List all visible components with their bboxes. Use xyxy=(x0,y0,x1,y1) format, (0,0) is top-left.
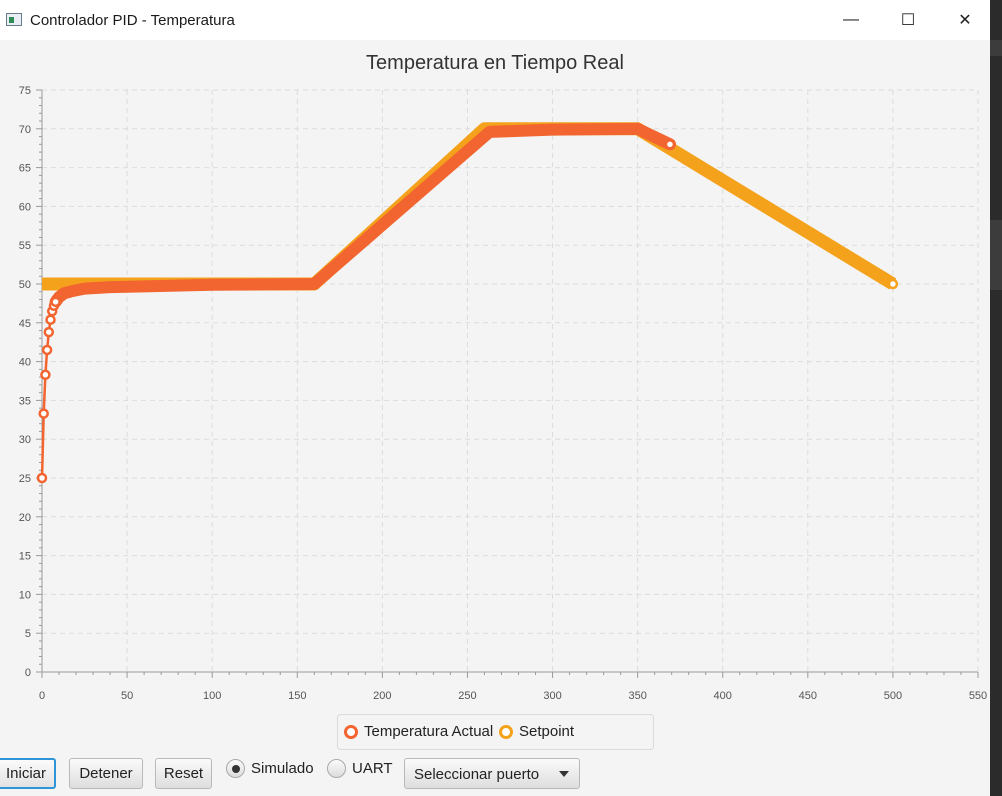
port-select[interactable]: Seleccionar puerto xyxy=(404,758,580,789)
y-tick-label: 5 xyxy=(25,628,31,640)
legend-label-temperatura-actual: Temperatura Actual xyxy=(364,723,494,740)
temperature-chart: Temperatura en Tiempo Real 0 5 10 15 20 25 30 35… xyxy=(0,40,990,756)
x-tick-label: 50 xyxy=(121,690,133,702)
title-bar: Controlador PID - Temperatura — ☐ ✕ xyxy=(0,0,990,40)
y-tick-label: 60 xyxy=(19,201,31,213)
x-tick-label: 350 xyxy=(628,690,646,702)
background-window-strip xyxy=(990,0,1002,796)
x-tick-label: 550 xyxy=(969,690,987,702)
radio-uart[interactable]: UART xyxy=(327,759,393,778)
port-select-label: Seleccionar puerto xyxy=(414,766,540,783)
y-tick-label: 10 xyxy=(19,589,31,601)
y-tick-label: 50 xyxy=(19,279,31,291)
x-tick-label: 250 xyxy=(458,690,476,702)
control-toolbar: Iniciar Detener Reset Simulado UART Sele… xyxy=(0,756,990,796)
radio-uart-indicator[interactable] xyxy=(327,759,346,778)
x-tick-label: 300 xyxy=(543,690,561,702)
temperature-point xyxy=(36,472,48,484)
y-tick-label: 0 xyxy=(25,667,31,679)
legend-item-temperatura-actual: Temperatura Actual xyxy=(344,723,493,740)
temperature-point xyxy=(45,314,56,325)
y-tick-label: 25 xyxy=(19,473,31,485)
chart-title: Temperatura en Tiempo Real xyxy=(366,52,624,74)
x-tick-label: 400 xyxy=(714,690,732,702)
radio-simulado[interactable]: Simulado xyxy=(226,759,314,778)
x-tick-label: 100 xyxy=(203,690,221,702)
y-tick-label: 15 xyxy=(19,551,31,563)
legend-label-setpoint: Setpoint xyxy=(519,723,575,740)
temperature-point xyxy=(50,296,61,308)
y-tick-label: 40 xyxy=(19,357,31,369)
y-tick-label: 30 xyxy=(19,434,31,446)
setpoint-point xyxy=(887,278,899,290)
temperature-point xyxy=(40,369,51,381)
y-tick-label: 45 xyxy=(19,318,31,330)
y-tick-label: 35 xyxy=(19,395,31,407)
temperature-point xyxy=(43,326,55,338)
x-tick-label: 0 xyxy=(39,690,45,702)
minimize-icon: — xyxy=(843,11,859,28)
minimize-button[interactable]: — xyxy=(822,0,880,40)
window-title: Controlador PID - Temperatura xyxy=(30,12,235,29)
background-strip-block xyxy=(990,220,1002,290)
temperature-point xyxy=(41,344,53,356)
y-tick-label: 65 xyxy=(19,163,31,175)
radio-simulado-indicator[interactable] xyxy=(226,759,245,778)
maximize-button[interactable]: ☐ xyxy=(879,0,937,40)
legend-item-setpoint: Setpoint xyxy=(499,723,574,740)
x-tick-label: 450 xyxy=(799,690,817,702)
reset-button[interactable]: Reset xyxy=(155,758,212,789)
legend-swatch-setpoint xyxy=(499,724,513,739)
temperature-point xyxy=(38,408,49,419)
x-tick-label: 150 xyxy=(288,690,306,702)
chart-legend: Temperatura Actual Setpoint xyxy=(337,714,654,750)
y-tick-label: 55 xyxy=(19,240,31,252)
app-icon xyxy=(6,13,22,26)
radio-simulado-label: Simulado xyxy=(251,760,314,777)
y-tick-label: 20 xyxy=(19,512,31,524)
close-icon: ✕ xyxy=(958,12,972,29)
close-button[interactable]: ✕ xyxy=(936,0,990,40)
x-tick-label: 500 xyxy=(884,690,902,702)
chart-svg: Temperatura en Tiempo Real 0 5 10 15 20 25 30 35… xyxy=(19,52,987,702)
y-tick-label: 70 xyxy=(19,124,31,136)
start-button[interactable]: Iniciar xyxy=(0,758,56,789)
background-strip-block xyxy=(990,40,1002,56)
chevron-down-icon xyxy=(559,771,569,777)
maximize-icon: ☐ xyxy=(900,12,916,29)
radio-uart-label: UART xyxy=(352,760,393,777)
stop-button[interactable]: Detener xyxy=(69,758,143,789)
temperature-line xyxy=(49,122,676,308)
y-tick-label: 75 xyxy=(19,85,31,97)
legend-swatch-temperatura-actual xyxy=(344,724,358,739)
temperature-point xyxy=(664,139,676,150)
x-tick-label: 200 xyxy=(373,690,391,702)
